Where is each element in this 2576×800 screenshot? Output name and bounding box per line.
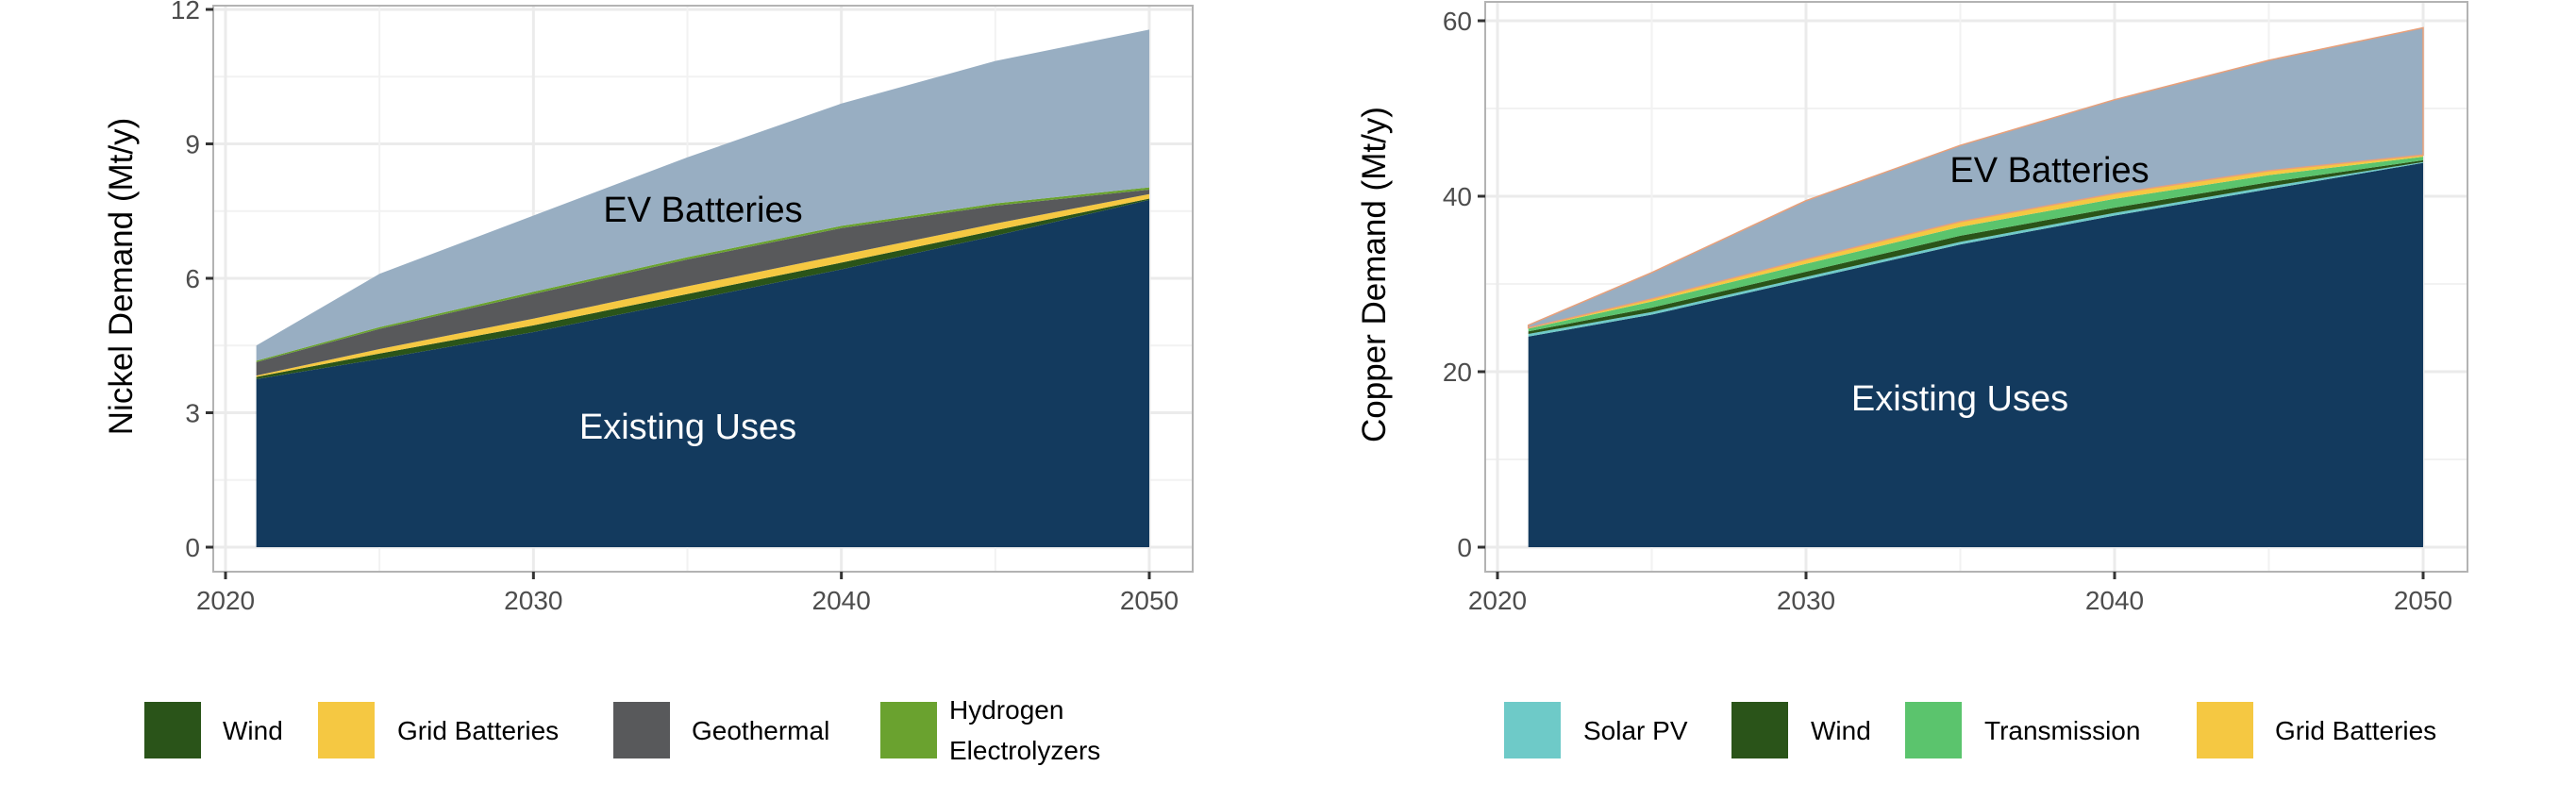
area-transmission xyxy=(1528,157,2423,332)
y-tick-label: 12 xyxy=(171,0,200,25)
area-wind xyxy=(256,198,1150,379)
y-tick-label: 40 xyxy=(1443,182,1472,211)
legend-key xyxy=(318,702,375,758)
ev-batteries-label: EV Batteries xyxy=(603,191,802,230)
x-tick-label: 2020 xyxy=(1468,586,1527,615)
x-tick-label: 2040 xyxy=(812,586,871,615)
y-tick-label: 3 xyxy=(185,399,200,428)
legend-label: Hydrogen xyxy=(949,695,1063,725)
x-tick-label: 2050 xyxy=(2394,586,2452,615)
legend-label: Wind xyxy=(1811,716,1871,745)
area-wind xyxy=(1528,159,2423,335)
y-tick-label: 0 xyxy=(1457,533,1472,562)
area-existing-uses xyxy=(1528,162,2423,547)
area-geothermal xyxy=(256,189,1150,376)
legend-label: Wind xyxy=(223,716,283,745)
legend-key xyxy=(1731,702,1788,758)
y-tick-label: 0 xyxy=(185,533,200,562)
panel-border xyxy=(1484,1,2468,573)
legend-label: Solar PV xyxy=(1583,716,1688,745)
legend: Wind Grid Batteries Geothermal Hydrogen Elec… xyxy=(144,695,1100,765)
legend-label: Grid Batteries xyxy=(397,716,559,745)
y-axis-title: Copper Demand (Mt/y) xyxy=(1356,107,1393,442)
x-tick-label: 2050 xyxy=(1120,586,1179,615)
existing-uses-label: Existing Uses xyxy=(579,408,796,447)
area-ev-batteries xyxy=(256,29,1150,361)
panel-border xyxy=(212,5,1194,573)
legend-key xyxy=(1504,702,1561,758)
y-tick-label: 60 xyxy=(1443,7,1472,36)
legend-label: Grid Batteries xyxy=(2275,716,2436,745)
legend-label: Geothermal xyxy=(692,716,829,745)
legend-key xyxy=(144,702,201,758)
area-ev-batteries xyxy=(1527,26,2424,329)
x-tick-label: 2020 xyxy=(196,586,255,615)
area-solar-pv xyxy=(1528,161,2423,337)
nickel-chart: 0 3 6 9 12 2020 2030 2040 2050 Nickel Demand (Mt/… xyxy=(103,0,1194,765)
existing-uses-label: Existing Uses xyxy=(1851,379,2068,419)
legend: Solar PV Wind Transmission Grid Batteries xyxy=(1504,702,2436,758)
legend-label: Electrolyzers xyxy=(949,736,1100,765)
legend-key xyxy=(613,702,670,758)
area-grid-batteries xyxy=(256,193,1150,377)
ev-batteries-label: EV Batteries xyxy=(1949,151,2149,191)
y-tick-label: 20 xyxy=(1443,358,1472,387)
legend-label: Transmission xyxy=(1984,716,2140,745)
y-axis-title: Nickel Demand (Mt/y) xyxy=(103,118,140,435)
x-tick-label: 2040 xyxy=(2085,586,2144,615)
area-existing-uses xyxy=(256,199,1150,547)
x-tick-label: 2030 xyxy=(1777,586,1835,615)
y-tick-label: 6 xyxy=(185,264,200,293)
legend-key xyxy=(1905,702,1962,758)
legend-key xyxy=(2197,702,2253,758)
legend-key xyxy=(880,702,937,758)
y-tick-label: 9 xyxy=(185,130,200,159)
x-tick-label: 2030 xyxy=(504,586,562,615)
